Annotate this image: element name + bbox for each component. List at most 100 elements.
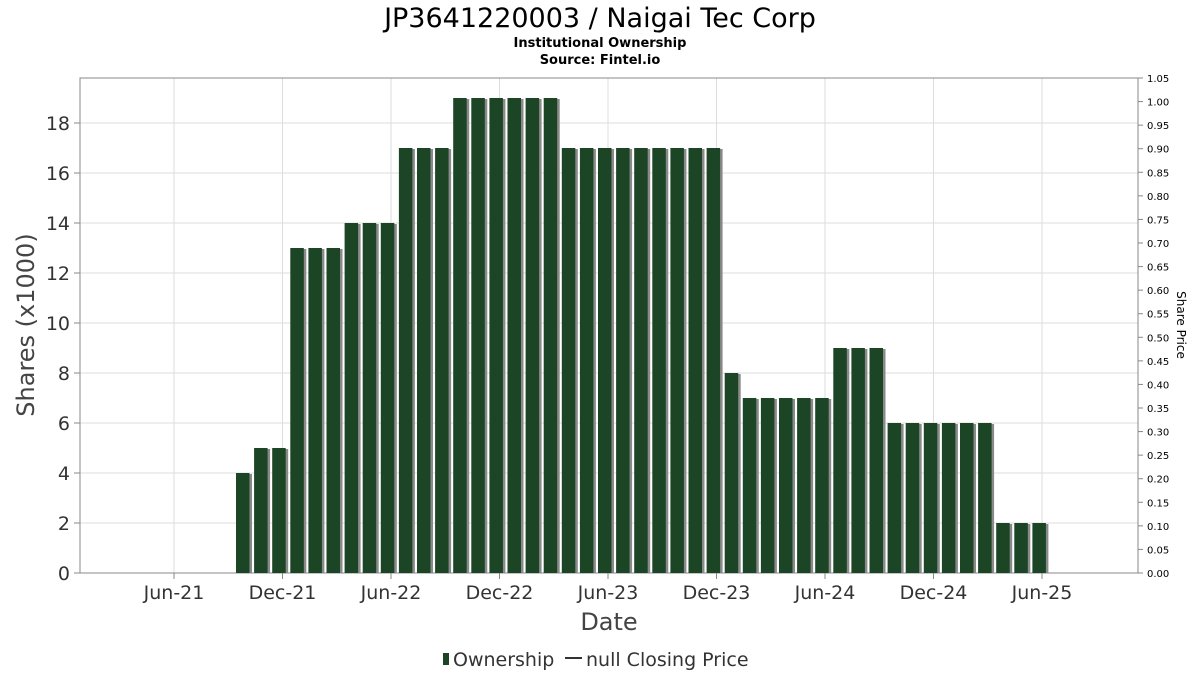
legend-price-label: null Closing Price — [586, 649, 749, 671]
ownership-bar — [290, 248, 304, 573]
ownership-bar — [724, 373, 739, 573]
y2-tick-label: 0.65 — [1147, 263, 1169, 274]
ownership-bar — [670, 148, 684, 573]
ownership-bar — [652, 148, 666, 573]
y-tick-label: 18 — [46, 113, 70, 135]
y-tick-label: 4 — [58, 463, 70, 485]
ownership-bar — [417, 148, 431, 573]
y2-tick-label: 0.95 — [1147, 121, 1169, 132]
ownership-bar — [833, 348, 847, 573]
ownership-bar — [489, 98, 503, 573]
ownership-bar — [525, 98, 540, 573]
ownership-bar — [561, 148, 576, 573]
y-tick-label: 2 — [58, 513, 70, 535]
ownership-bar — [960, 423, 974, 573]
ownership-bar — [688, 148, 702, 573]
y2-tick-label: 1.00 — [1147, 98, 1169, 109]
legend: Ownership null Closing Price — [443, 649, 749, 671]
y2-tick-label: 0.25 — [1147, 451, 1169, 462]
x-tick-label: Jun-23 — [577, 582, 639, 604]
y2-tick-label: 0.40 — [1147, 380, 1169, 391]
y2-tick-label: 0.45 — [1147, 357, 1169, 368]
ownership-bar — [887, 423, 902, 573]
ownership-bar — [815, 398, 829, 573]
y2-tick-label: 0.80 — [1147, 192, 1169, 203]
y2-tick-label: 0.10 — [1147, 522, 1169, 533]
y2-tick-label: 0.00 — [1147, 569, 1169, 580]
chart-title: JP3641220003 / Naigai Tec Corp — [382, 3, 816, 34]
ownership-bar — [1032, 523, 1046, 573]
ownership-bar — [507, 98, 521, 573]
y-tick-label: 8 — [58, 363, 70, 385]
ownership-bar — [941, 423, 956, 573]
y2-tick-label: 0.05 — [1147, 545, 1169, 556]
ownership-bar — [598, 148, 612, 573]
ownership-bar — [760, 398, 775, 573]
ownership-bar — [308, 248, 322, 573]
ownership-bar — [579, 148, 594, 573]
y2-axis-ticks: 0.00 0.05 0.10 0.15 0.20 0.25 0.30 0.35 0.40 0.45… — [1138, 74, 1169, 580]
ownership-bar — [923, 423, 938, 573]
ownership-bar — [851, 348, 865, 573]
bars-layer — [236, 98, 1049, 573]
y2-tick-label: 1.05 — [1147, 74, 1169, 85]
y2-tick-label: 0.20 — [1147, 475, 1169, 486]
legend-ownership-label: Ownership — [453, 649, 554, 671]
y-tick-label: 0 — [58, 563, 70, 585]
x-tick-label: Jun-21 — [143, 582, 205, 604]
y2-tick-label: 0.30 — [1147, 428, 1169, 439]
y-axis-label: Shares (x1000) — [12, 233, 40, 416]
ownership-bar — [797, 398, 811, 573]
ownership-bar — [996, 523, 1010, 573]
y2-tick-label: 0.50 — [1147, 333, 1169, 344]
ownership-bar — [742, 398, 757, 573]
chart-source: Source: Fintel.io — [540, 53, 661, 68]
x-tick-label: Dec-24 — [900, 582, 968, 604]
x-axis-label: Date — [580, 608, 637, 636]
ownership-bar — [344, 223, 359, 573]
x-tick-label: Dec-21 — [249, 582, 317, 604]
y2-tick-label: 0.85 — [1147, 168, 1169, 179]
y2-tick-label: 0.55 — [1147, 310, 1169, 321]
ownership-bar — [398, 148, 413, 573]
legend-ownership-swatch — [443, 653, 449, 665]
ownership-bar — [978, 423, 992, 573]
y-tick-label: 16 — [46, 163, 70, 185]
x-tick-label: Dec-22 — [466, 582, 534, 604]
x-tick-label: Jun-25 — [1011, 582, 1073, 604]
y2-tick-label: 0.60 — [1147, 286, 1169, 297]
ownership-bar — [616, 148, 630, 573]
x-tick-label: Jun-24 — [794, 582, 856, 604]
y-tick-label: 6 — [58, 413, 70, 435]
ownership-bar — [1014, 523, 1028, 573]
ownership-bar — [869, 348, 883, 573]
ownership-bar — [706, 148, 721, 573]
y2-tick-label: 0.70 — [1147, 239, 1169, 250]
x-axis-ticks: Jun-21 Dec-21 Jun-22 Dec-22 Jun-23 Dec-23 Jun-… — [143, 573, 1073, 604]
chart-subtitle: Institutional Ownership — [514, 36, 687, 51]
y-tick-label: 10 — [46, 313, 70, 335]
y2-axis-label: Share Price — [1174, 291, 1188, 359]
ownership-bar — [362, 223, 377, 573]
ownership-bar — [543, 98, 558, 573]
ownership-bar — [905, 423, 920, 573]
y2-tick-label: 0.35 — [1147, 404, 1169, 415]
ownership-bar — [326, 248, 340, 573]
y2-tick-label: 0.15 — [1147, 498, 1169, 509]
y2-tick-label: 0.90 — [1147, 145, 1169, 156]
y-tick-label: 14 — [46, 213, 70, 235]
x-tick-label: Jun-22 — [360, 582, 422, 604]
x-tick-label: Dec-23 — [683, 582, 751, 604]
ownership-bar — [272, 448, 286, 573]
ownership-bar — [471, 98, 485, 573]
ownership-bar — [236, 473, 250, 573]
ownership-bar — [453, 98, 467, 573]
ownership-bar — [634, 148, 648, 573]
ownership-bar — [380, 223, 395, 573]
y-axis-ticks: 0 2 4 6 8 10 12 14 16 18 — [46, 113, 80, 585]
ownership-bar — [779, 398, 793, 573]
y2-tick-label: 0.75 — [1147, 215, 1169, 226]
ownership-bar — [435, 148, 449, 573]
ownership-bar — [254, 448, 268, 573]
